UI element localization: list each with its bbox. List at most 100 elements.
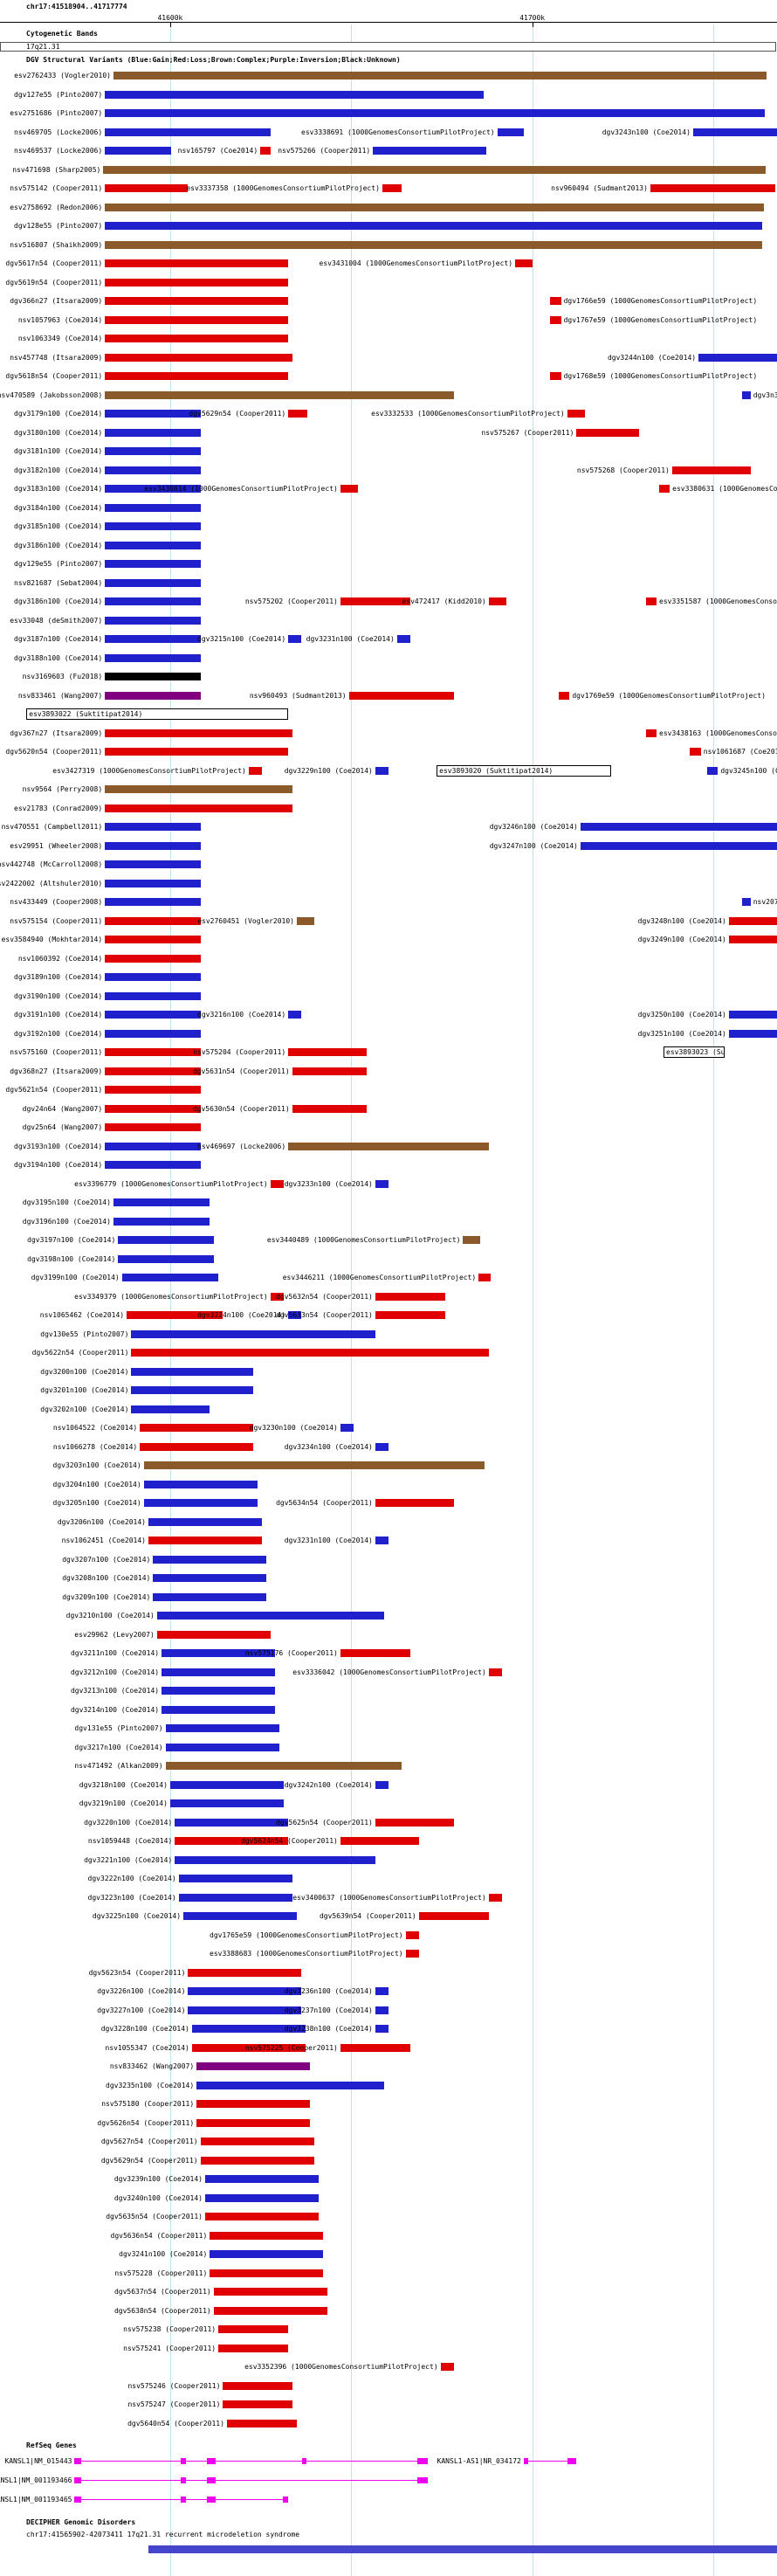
variant-label[interactable]: nsv1066278 (Coe2014) xyxy=(52,1442,138,1451)
variant-bar[interactable] xyxy=(223,2381,292,2390)
variant-bar[interactable] xyxy=(105,578,201,587)
gene-exon[interactable] xyxy=(416,2477,429,2483)
variant-bar[interactable] xyxy=(113,1217,210,1226)
variant-bar[interactable] xyxy=(105,1048,201,1056)
variant-label[interactable]: dgv3241n100 (Coe2014) xyxy=(119,2250,208,2258)
variant-label[interactable]: dgv1768e59 (1000GenomesConsortiumPilotPr… xyxy=(563,372,758,380)
variant-label[interactable]: dgv3242n100 (Coe2014) xyxy=(284,1780,373,1789)
variant-bar[interactable] xyxy=(340,1649,410,1657)
variant-bar[interactable] xyxy=(191,2025,306,2033)
variant-bar[interactable] xyxy=(162,1649,276,1657)
variant-bar[interactable] xyxy=(165,1724,280,1732)
variant-label[interactable]: nsv821687 (Sebat2004) xyxy=(14,578,103,587)
variant-label[interactable]: esv3431004 (1000GenomesConsortiumPilotPr… xyxy=(319,259,513,267)
variant-bar[interactable] xyxy=(650,184,776,192)
variant-label[interactable]: dgv3239n100 (Coe2014) xyxy=(113,2175,203,2183)
variant-label[interactable]: dgv3201n100 (Coe2014) xyxy=(40,1386,129,1394)
variant-bar[interactable] xyxy=(292,1067,368,1075)
variant-label[interactable]: esv33048 (deSmith2007) xyxy=(10,616,103,625)
variant-label[interactable]: nsv575180 (Cooper2011) xyxy=(101,2100,195,2108)
variant-label[interactable]: esv21783 (Conrad2009) xyxy=(14,804,103,812)
gene-exon[interactable] xyxy=(206,2458,216,2464)
variant-label[interactable]: dgv3194n100 (Coe2014) xyxy=(14,1161,103,1169)
variant-bar[interactable] xyxy=(741,898,751,906)
variant-bar[interactable] xyxy=(105,785,292,793)
variant-bar[interactable] xyxy=(105,860,201,868)
variant-bar[interactable] xyxy=(105,372,289,380)
variant-bar[interactable] xyxy=(690,748,701,756)
variant-label[interactable]: nsv575176 (Cooper2011) xyxy=(244,1649,338,1657)
variant-bar[interactable] xyxy=(375,1818,454,1827)
variant-label[interactable]: esv3336042 (1000GenomesConsortiumPilotPr… xyxy=(292,1668,486,1676)
variant-label[interactable]: dgv5632n54 (Cooper2011) xyxy=(276,1292,373,1301)
variant-label[interactable]: nsv575228 (Cooper2011) xyxy=(114,2269,208,2277)
variant-label[interactable]: esv3338691 (1000GenomesConsortiumPilotPr… xyxy=(301,128,495,136)
gene-exon[interactable] xyxy=(302,2458,306,2464)
variant-bar[interactable] xyxy=(550,315,561,324)
variant-label[interactable]: dgv3228n100 (Coe2014) xyxy=(100,2025,189,2033)
variant-bar[interactable] xyxy=(196,2081,384,2089)
variant-bar[interactable] xyxy=(288,1048,368,1056)
variant-bar[interactable] xyxy=(105,259,289,267)
variant-bar[interactable] xyxy=(210,2269,324,2277)
variant-label[interactable]: dgv368n27 (Itsara2009) xyxy=(10,1067,103,1075)
variant-bar[interactable] xyxy=(204,2175,319,2183)
variant-label[interactable]: esv3427319 (1000GenomesConsortiumPilotPr… xyxy=(52,766,246,775)
variant-label[interactable]: dgv3203n100 (Coe2014) xyxy=(52,1461,141,1469)
variant-label[interactable]: dgv3202n100 (Coe2014) xyxy=(40,1405,129,1413)
variant-bar[interactable] xyxy=(270,1179,284,1188)
variant-label[interactable]: dgv24n64 (Wang2007) xyxy=(22,1104,103,1113)
variant-label[interactable]: nsv471492 (Alkan2009) xyxy=(74,1762,163,1770)
variant-bar[interactable] xyxy=(165,1762,402,1770)
variant-label[interactable]: dgv3216n100 (Coe2014) xyxy=(197,1011,286,1019)
variant-bar[interactable] xyxy=(288,410,308,418)
variant-label[interactable]: nsv469537 (Locke2006) xyxy=(14,147,103,155)
variant-label[interactable]: dgv3235n100 (Coe2014) xyxy=(106,2081,195,2089)
gene-label[interactable]: KANSL1-AS1|NR_034172 xyxy=(437,2457,521,2465)
variant-label[interactable]: dgv3218n100 (Coe2014) xyxy=(79,1780,168,1789)
variant-label[interactable]: dgv3244n100 (Coe2014) xyxy=(607,353,697,362)
variant-label[interactable]: dgv3207n100 (Coe2014) xyxy=(62,1555,151,1564)
variant-label[interactable]: dgv3180n100 (Coe2014) xyxy=(14,428,103,437)
variant-label[interactable]: nsv960494 (Sudmant2013) xyxy=(551,184,648,192)
variant-bar[interactable] xyxy=(169,1780,284,1789)
gene-label[interactable]: KANSL1|NM_015443 xyxy=(4,2457,72,2465)
variant-label[interactable]: dgv3191n100 (Coe2014) xyxy=(14,1011,103,1019)
variant-label[interactable]: dgv5640n54 (Cooper2011) xyxy=(127,2419,224,2428)
variant-bar[interactable] xyxy=(191,2043,306,2052)
variant-label[interactable]: dgv5621n54 (Cooper2011) xyxy=(5,1086,103,1094)
variant-bar[interactable] xyxy=(105,1123,201,1131)
variant-bar[interactable] xyxy=(218,2325,289,2333)
variant-label[interactable]: dgv5634n54 (Cooper2011) xyxy=(276,1499,373,1507)
variant-bar[interactable] xyxy=(340,1424,354,1432)
decipher-region-bar[interactable] xyxy=(148,2545,777,2553)
variant-bar[interactable] xyxy=(162,1687,276,1695)
variant-bar[interactable] xyxy=(105,240,763,249)
variant-bar[interactable] xyxy=(105,748,289,756)
variant-bar[interactable] xyxy=(105,597,201,605)
variant-label[interactable]: dgv1767e59 (1000GenomesConsortiumPilotPr… xyxy=(563,315,758,324)
variant-bar[interactable] xyxy=(105,916,201,925)
variant-bar[interactable] xyxy=(105,1011,201,1019)
variant-bar[interactable] xyxy=(105,973,201,981)
variant-bar[interactable] xyxy=(105,954,201,963)
variant-label[interactable]: esv3351587 (1000GenomesConsortiumPilotPr… xyxy=(659,597,777,605)
variant-bar[interactable] xyxy=(105,560,201,568)
variant-label[interactable]: dgv3238n100 (Coe2014) xyxy=(284,2025,373,2033)
variant-bar[interactable] xyxy=(375,2006,388,2014)
variant-label[interactable]: dgv5627n54 (Cooper2011) xyxy=(100,2137,198,2145)
variant-label[interactable]: esv3440489 (1000GenomesConsortiumPilotPr… xyxy=(266,1236,461,1244)
variant-bar[interactable] xyxy=(405,1930,419,1939)
variant-bar[interactable] xyxy=(105,823,201,831)
variant-bar[interactable] xyxy=(162,1705,276,1714)
variant-bar[interactable] xyxy=(580,823,777,831)
variant-bar[interactable] xyxy=(165,1743,280,1751)
variant-bar[interactable] xyxy=(340,485,359,493)
variant-bar[interactable] xyxy=(213,2288,327,2296)
variant-bar[interactable] xyxy=(113,1198,210,1206)
variant-label[interactable]: esv3430014 (1000GenomesConsortiumPilotPr… xyxy=(144,485,338,493)
variant-bar[interactable] xyxy=(418,1912,489,1920)
variant-bar[interactable] xyxy=(131,1349,489,1357)
variant-bar[interactable] xyxy=(580,841,777,850)
variant-bar[interactable] xyxy=(550,372,561,380)
